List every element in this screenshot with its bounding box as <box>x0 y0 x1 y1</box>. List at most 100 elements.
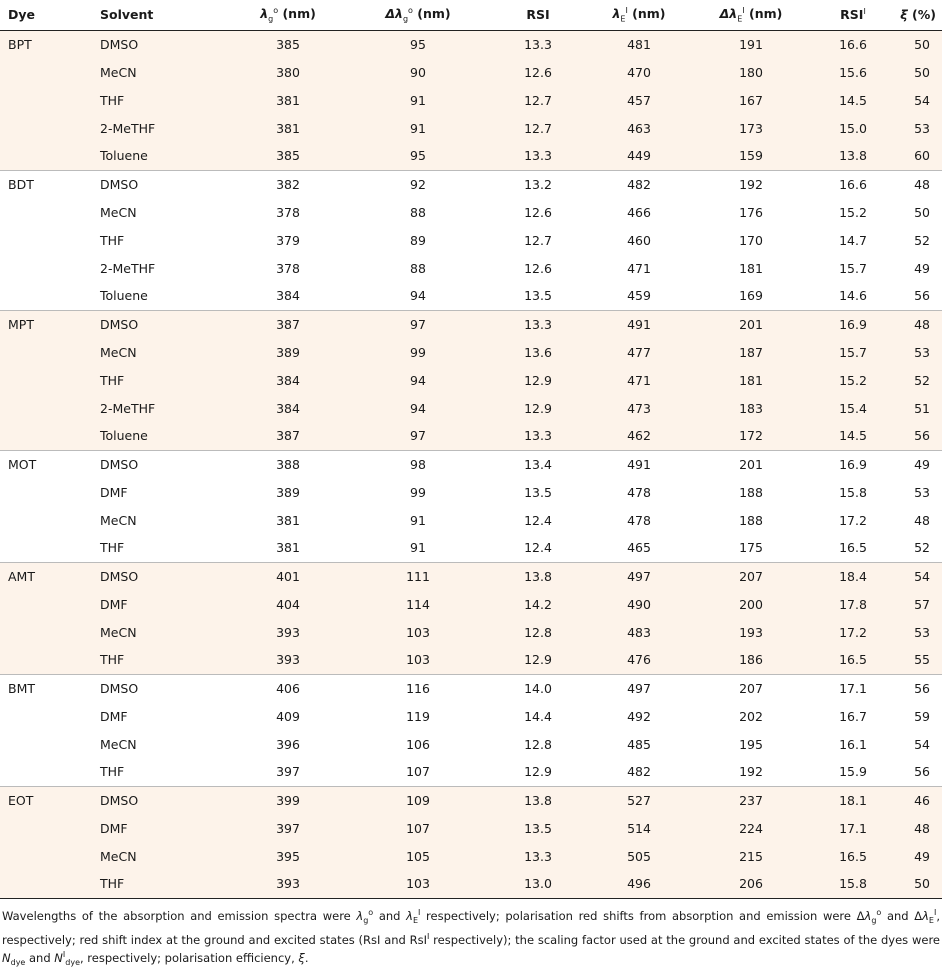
cell-rsi-i: 16.1 <box>839 736 867 752</box>
cell-lambda-g: 384 <box>228 394 348 422</box>
cell-lambda-e: 471 <box>588 366 690 394</box>
cell-xi: 56 <box>914 288 930 304</box>
cell-xi: 57 <box>894 590 942 618</box>
cell-delta-lambda-g: 91 <box>348 86 488 114</box>
cell-delta-lambda-e: 159 <box>690 142 812 170</box>
cell-solvent: Toluene <box>96 142 228 170</box>
cell-delta-lambda-g: 103 <box>348 870 488 899</box>
table-row: DMF 409 119 14.4 492 202 16.7 59 <box>0 702 942 730</box>
cell-rsi-i: 14.5 <box>812 86 894 114</box>
cell-rsi-i: 17.2 <box>812 618 894 646</box>
cell-dye: EOT <box>0 785 96 814</box>
cell-delta-lambda-g: 119 <box>406 708 430 724</box>
table-row: THF 381 91 12.4 465 175 16.5 52 <box>0 534 942 562</box>
cell-delta-lambda-g: 92 <box>348 169 488 198</box>
cell-solvent: DMF <box>100 484 128 500</box>
cell-solvent: THF <box>96 646 228 674</box>
cell-rsi: 12.9 <box>488 366 588 394</box>
cell-delta-lambda-g: 94 <box>348 366 488 394</box>
cell-lambda-g: 389 <box>276 484 300 500</box>
cell-delta-lambda-e: 181 <box>739 260 763 276</box>
cell-xi: 54 <box>894 561 942 590</box>
header-delta-lambda-e: ΔλEI (nm) <box>690 0 812 31</box>
cell-dye <box>0 58 96 86</box>
cell-xi: 48 <box>914 512 930 528</box>
cell-lambda-e: 492 <box>627 708 651 724</box>
cell-rsi-i: 17.1 <box>812 814 894 842</box>
cell-lambda-g: 387 <box>228 309 348 338</box>
cell-xi: 49 <box>894 842 942 870</box>
cell-rsi-i: 16.5 <box>812 842 894 870</box>
cell-xi: 60 <box>894 142 942 170</box>
cell-lambda-g: 381 <box>228 114 348 142</box>
cell-rsi: 13.2 <box>488 169 588 198</box>
cell-dye <box>0 870 96 899</box>
cell-solvent: THF <box>96 86 228 114</box>
cell-dye <box>0 590 96 618</box>
cell-solvent: DMSO <box>96 169 228 198</box>
cell-xi: 48 <box>894 814 942 842</box>
cell-dye: MPT <box>0 309 96 338</box>
cell-lambda-g: 393 <box>228 646 348 674</box>
cell-rsi: 13.0 <box>488 870 588 899</box>
cell-delta-lambda-e: 181 <box>690 366 812 394</box>
table-row: THF 393 103 13.0 496 206 15.8 50 <box>0 870 942 899</box>
cell-delta-lambda-g: 111 <box>348 561 488 590</box>
header-solvent: Solvent <box>96 0 228 31</box>
cell-rsi-i: 16.7 <box>839 708 867 724</box>
cell-dye: BMT <box>0 673 96 702</box>
cell-rsi: 14.4 <box>524 708 552 724</box>
cell-lambda-g: 397 <box>228 814 348 842</box>
cell-lambda-e: 497 <box>588 561 690 590</box>
cell-rsi-i: 14.6 <box>839 288 867 304</box>
cell-solvent: MeCN <box>96 338 228 366</box>
cell-lambda-e: 491 <box>588 449 690 478</box>
cell-dye <box>0 422 96 450</box>
header-lambda-g: λgo (nm) <box>228 0 348 31</box>
cell-lambda-g: 385 <box>228 142 348 170</box>
cell-delta-lambda-g: 107 <box>406 764 430 780</box>
cell-delta-lambda-e: 201 <box>690 309 812 338</box>
cell-delta-lambda-g: 91 <box>348 114 488 142</box>
cell-xi: 56 <box>914 764 930 780</box>
cell-rsi: 13.5 <box>488 814 588 842</box>
cell-delta-lambda-e: 207 <box>690 673 812 702</box>
cell-dye <box>0 86 96 114</box>
cell-rsi: 12.6 <box>488 58 588 86</box>
cell-rsi: 12.4 <box>524 512 552 528</box>
cell-solvent: DMSO <box>96 785 228 814</box>
cell-rsi-i: 15.2 <box>812 366 894 394</box>
cell-rsi: 12.9 <box>524 764 552 780</box>
table-row: 2-MeTHF 384 94 12.9 473 183 15.4 51 <box>0 394 942 422</box>
header-rsi-i: RSII <box>812 0 894 31</box>
cell-xi: 50 <box>894 30 942 58</box>
cell-lambda-g: 389 <box>228 338 348 366</box>
cell-rsi: 13.3 <box>488 30 588 58</box>
cell-lambda-e: 496 <box>588 870 690 899</box>
cell-delta-lambda-e: 188 <box>739 484 763 500</box>
cell-delta-lambda-e: 192 <box>690 169 812 198</box>
cell-xi: 49 <box>894 449 942 478</box>
table-row: THF 381 91 12.7 457 167 14.5 54 <box>0 86 942 114</box>
cell-lambda-e: 476 <box>588 646 690 674</box>
cell-rsi: 13.3 <box>488 309 588 338</box>
cell-dye <box>0 394 96 422</box>
cell-delta-lambda-e: 167 <box>690 86 812 114</box>
cell-delta-lambda-g: 95 <box>348 142 488 170</box>
table-row: MeCN 381 91 12.4 478 188 17.2 48 <box>0 506 942 534</box>
cell-lambda-g: 401 <box>228 561 348 590</box>
cell-lambda-e: 473 <box>588 394 690 422</box>
cell-lambda-g: 378 <box>276 260 300 276</box>
table-row: THF 393 103 12.9 476 186 16.5 55 <box>0 646 942 674</box>
cell-solvent: DMF <box>100 708 128 724</box>
cell-delta-lambda-g: 99 <box>410 484 426 500</box>
cell-delta-lambda-e: 201 <box>690 449 812 478</box>
table-row: THF 384 94 12.9 471 181 15.2 52 <box>0 366 942 394</box>
cell-lambda-e: 449 <box>588 142 690 170</box>
cell-delta-lambda-e: 193 <box>690 618 812 646</box>
cell-delta-lambda-e: 170 <box>739 232 763 248</box>
header-row: Dye Solvent λgo (nm) Δλgo (nm) RSI λEI (… <box>0 0 942 31</box>
cell-rsi-i: 15.4 <box>812 394 894 422</box>
table-row: THF 379 89 12.7 460 170 14.7 52 <box>0 226 942 254</box>
cell-dye <box>0 198 96 226</box>
